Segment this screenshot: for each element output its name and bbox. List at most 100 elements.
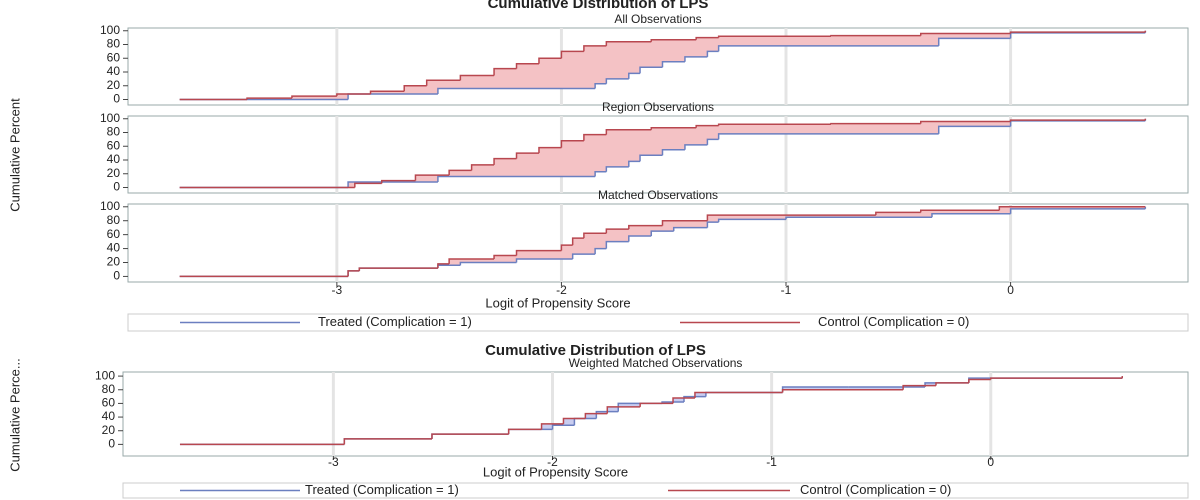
step-segment: [459, 74, 495, 81]
step-segment: [403, 85, 427, 92]
step-segment: [381, 179, 416, 184]
x-tick-label: -1: [781, 283, 792, 297]
y-tick-label: 40: [107, 152, 121, 166]
step-segment: [717, 133, 939, 140]
panel-title: Matched Observations: [598, 188, 718, 202]
y-tick-label: 100: [100, 23, 120, 37]
step-segment: [717, 35, 831, 38]
x-tick-label: -2: [556, 283, 567, 297]
step-segment: [672, 397, 695, 404]
y-tick-label: 40: [107, 64, 121, 78]
step-segment: [1009, 31, 1146, 34]
step-segment: [706, 50, 719, 57]
step-segment: [781, 389, 904, 393]
step-segment: [706, 138, 719, 145]
y-tick-label: 0: [113, 269, 120, 283]
y-tick-label: 40: [102, 409, 116, 423]
step-segment: [920, 32, 1011, 36]
step-segment: [605, 78, 629, 84]
step-segment: [246, 97, 292, 100]
step-segment: [369, 90, 405, 94]
step-segment: [672, 226, 708, 232]
step-segment: [695, 36, 719, 40]
plot-area: [127, 203, 1189, 283]
y-tick-label: 20: [102, 423, 116, 437]
step-segment: [560, 50, 584, 59]
step-segment: [639, 66, 663, 74]
step-segment: [291, 95, 337, 99]
panel-title: Weighted Matched Observations: [569, 356, 743, 370]
x-tick-label: -3: [328, 455, 339, 469]
step-segment: [661, 219, 708, 226]
legend-box: [122, 482, 1189, 499]
step-segment: [560, 244, 573, 251]
y-tick-label: 100: [95, 368, 115, 382]
step-segment: [584, 412, 608, 419]
step-segment: [875, 211, 921, 216]
step-segment: [931, 213, 1011, 218]
step-segment: [661, 60, 685, 68]
step-segment: [717, 218, 787, 223]
step-segment: [459, 261, 517, 266]
step-segment: [515, 249, 562, 256]
step-segment: [538, 146, 562, 154]
step-segment: [594, 247, 607, 255]
y-axis-label: Cumulative Percent: [7, 98, 22, 212]
y-tick-label: 60: [107, 138, 121, 152]
step-segment: [920, 209, 1000, 213]
step-segment: [605, 240, 629, 249]
y-tick-label: 100: [100, 199, 120, 213]
step-segment: [431, 433, 509, 439]
step-segment: [605, 166, 629, 172]
legend-label: Treated (Complication = 1): [305, 482, 459, 497]
step-segment: [448, 169, 472, 176]
step-segment: [650, 38, 697, 42]
step-segment: [968, 378, 991, 383]
step-segment: [650, 126, 697, 130]
step-segment: [562, 417, 586, 424]
step-segment: [551, 424, 575, 430]
step-segment: [628, 224, 663, 230]
step-segment: [830, 34, 921, 37]
step-segment: [425, 79, 461, 86]
step-segment: [683, 395, 706, 403]
step-segment: [448, 258, 495, 264]
step-segment: [414, 174, 450, 181]
step-segment: [605, 41, 652, 46]
step-segment: [583, 133, 607, 141]
step-segment: [605, 228, 629, 234]
step-segment: [571, 253, 596, 260]
legend-label: Control (Complication = 0): [818, 314, 969, 329]
y-tick-label: 60: [107, 227, 121, 241]
x-tick-label: 0: [987, 455, 994, 469]
legend-label: Control (Complication = 0): [800, 482, 951, 497]
plot-area: [122, 371, 1189, 457]
step-segment: [507, 428, 542, 435]
step-segment: [661, 148, 685, 156]
step-segment: [515, 152, 539, 159]
step-segment: [628, 160, 641, 167]
chart-title: Cumulative Distribution of LPS: [488, 0, 709, 12]
step-segment: [437, 175, 596, 182]
x-axis-label: Logit of Propensity Score: [485, 295, 630, 310]
difference-fill: [437, 206, 1146, 266]
legend-box: [127, 313, 1189, 332]
step-segment: [571, 237, 584, 246]
x-tick-label: -2: [547, 455, 558, 469]
step-segment: [343, 438, 432, 445]
step-segment: [1009, 208, 1146, 214]
step-segment: [684, 56, 708, 62]
x-tick-label: 0: [1007, 283, 1014, 297]
y-tick-label: 20: [107, 166, 121, 180]
step-segment: [639, 402, 674, 407]
step-segment: [437, 263, 450, 269]
panel-title: Region Observations: [602, 100, 714, 114]
difference-fill: [348, 120, 1146, 188]
y-axis-label: Cumulative Perce...: [7, 358, 22, 471]
step-segment: [515, 258, 573, 263]
step-segment: [595, 410, 619, 419]
step-segment: [785, 216, 932, 220]
step-segment: [830, 122, 921, 125]
step-segment: [1009, 119, 1146, 122]
